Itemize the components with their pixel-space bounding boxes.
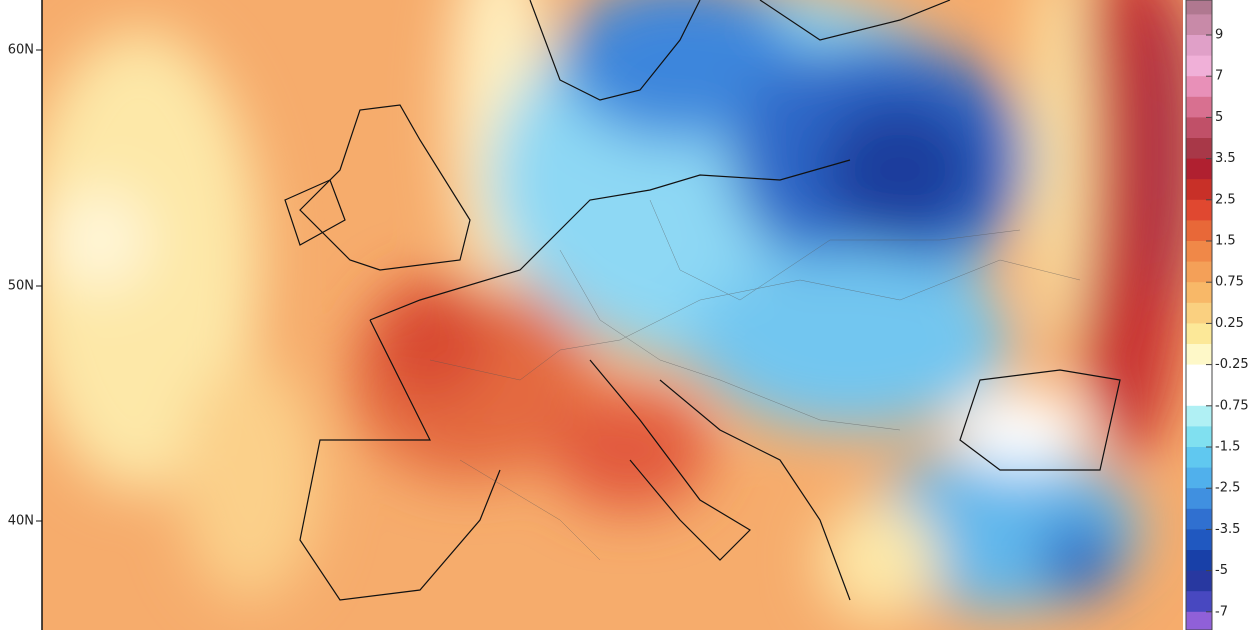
- colorbar-label: 9: [1215, 28, 1223, 43]
- colorbar-swatch: [1186, 179, 1212, 201]
- colorbar-label: 3.5: [1215, 151, 1236, 166]
- latitude-label: 60N: [8, 43, 34, 58]
- colorbar-label: 5: [1215, 110, 1223, 125]
- anomaly-field: [42, 0, 1183, 630]
- colorbar-swatch: [1186, 0, 1212, 15]
- colorbar-swatch: [1186, 591, 1212, 613]
- colorbar-swatch: [1186, 220, 1212, 242]
- colorbar-label: -7: [1215, 604, 1228, 619]
- colorbar-swatch: [1186, 158, 1212, 180]
- colorbar-swatch: [1186, 199, 1212, 221]
- latitude-label: 50N: [8, 279, 34, 294]
- colorbar-swatch: [1186, 570, 1212, 592]
- colorbar-label: 0.75: [1215, 275, 1244, 290]
- colorbar-swatch: [1186, 467, 1212, 489]
- colorbar-swatch: [1186, 385, 1212, 407]
- colorbar-label: 0.25: [1215, 316, 1244, 331]
- colorbar-swatch: [1186, 426, 1212, 448]
- colorbar-swatch: [1186, 282, 1212, 304]
- colorbar-swatch: [1186, 76, 1212, 98]
- colorbar-swatch: [1186, 96, 1212, 118]
- colorbar-label: 1.5: [1215, 234, 1236, 249]
- colorbar-label: -0.75: [1215, 398, 1249, 413]
- colorbar-swatch: [1186, 405, 1212, 427]
- colorbar-label: 2.5: [1215, 192, 1236, 207]
- colorbar-label: -5: [1215, 563, 1228, 578]
- latitude-label: 40N: [8, 514, 34, 529]
- colorbar-swatch: [1186, 14, 1212, 36]
- colorbar-swatch: [1186, 261, 1212, 283]
- colorbar-label: -1.5: [1215, 440, 1240, 455]
- colorbar-swatch: [1186, 550, 1212, 572]
- colorbar-swatch: [1186, 529, 1212, 551]
- colorbar-swatch: [1186, 611, 1212, 630]
- colorbar-swatch: [1186, 344, 1212, 366]
- latitude-axis: 60N 50N 40N: [8, 43, 42, 529]
- coastlines: [284, 0, 1121, 601]
- colorbar: 9 7 5 3.5 2.5 1.5 0.75 0.25 -0.25 -0.75 -1.5 -2.5 -3…: [1185, 0, 1249, 630]
- colorbar-swatch: [1186, 55, 1212, 77]
- colorbar-swatch: [1186, 35, 1212, 57]
- colorbar-swatch: [1186, 302, 1212, 324]
- colorbar-swatch: [1186, 241, 1212, 263]
- colorbar-swatch: [1186, 138, 1212, 160]
- colorbar-label: -0.25: [1215, 357, 1249, 372]
- colorbar-swatch: [1186, 488, 1212, 510]
- borders: [429, 199, 1081, 561]
- colorbar-swatch: [1186, 117, 1212, 139]
- colorbar-swatch: [1186, 508, 1212, 530]
- colorbar-label: -3.5: [1215, 522, 1240, 537]
- colorbar-swatch: [1186, 447, 1212, 469]
- colorbar-swatch: [1186, 364, 1212, 386]
- colorbar-frame: [1185, 0, 1213, 630]
- colorbar-swatch: [1186, 323, 1212, 345]
- colorbar-label: 7: [1215, 69, 1223, 84]
- colorbar-label: -2.5: [1215, 481, 1240, 496]
